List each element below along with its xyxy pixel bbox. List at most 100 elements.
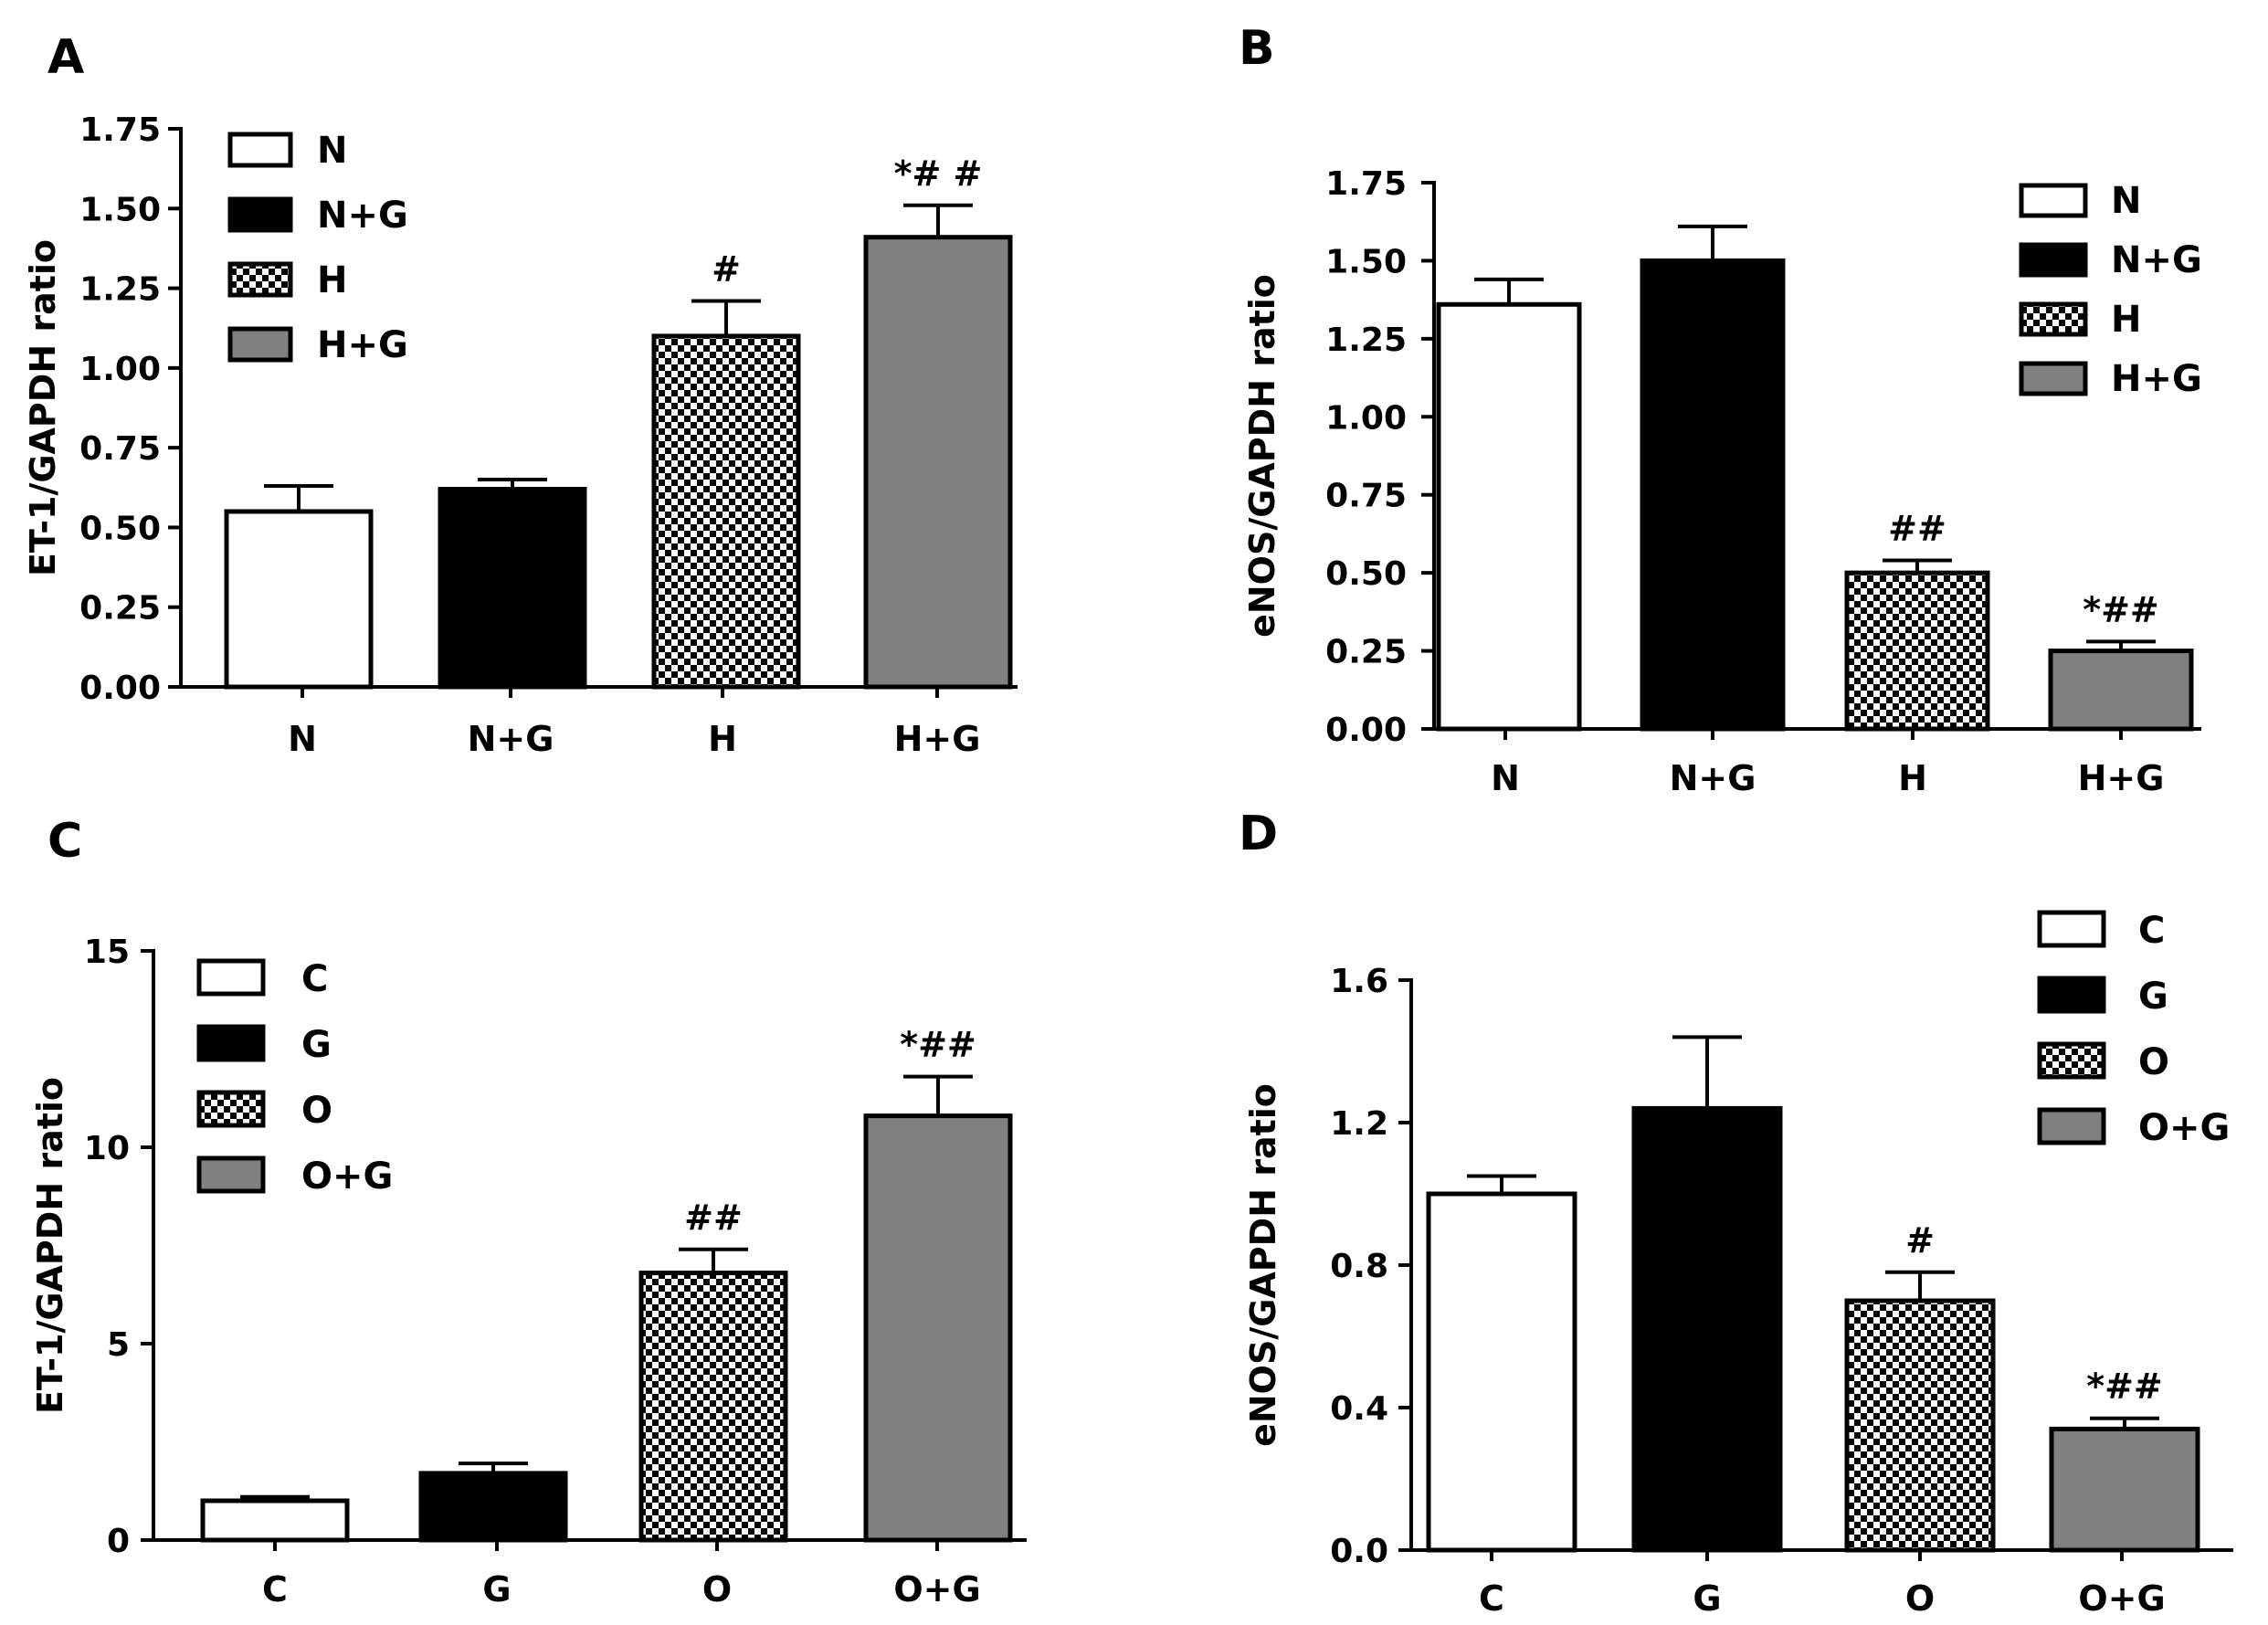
y-tick-label: 15: [84, 934, 130, 971]
significance-label: #: [1905, 1220, 1935, 1261]
y-tick-label: 0.8: [1330, 1248, 1388, 1285]
significance-label: #: [712, 249, 741, 290]
y-tick-label: 1.75: [79, 111, 161, 149]
y-tick-label: 0.00: [79, 670, 161, 707]
bar-h-plus-g: [863, 235, 1013, 690]
legend-swatch: [227, 132, 293, 168]
bar-o-plus-g: [863, 1113, 1013, 1543]
legend-swatch: [2037, 976, 2106, 1014]
panel-letter-C: C: [47, 814, 82, 869]
y-tick-label: 1.6: [1330, 963, 1388, 1000]
y-tick-label: 0.00: [1325, 712, 1407, 749]
bar-c: [200, 1498, 350, 1543]
legend-swatch: [2037, 910, 2106, 948]
y-tick-label: 1.25: [79, 271, 161, 309]
legend-label: O+G: [301, 1155, 393, 1198]
y-tick-label: 1.00: [79, 351, 161, 388]
y-tick-label: 0.75: [79, 430, 161, 468]
panel-letter-D: D: [1239, 807, 1278, 861]
y-tick-label: 0.4: [1330, 1390, 1388, 1428]
bar-o-plus-g: [2049, 1426, 2200, 1553]
legend-label: N+G: [2111, 239, 2202, 281]
y-tick-label: 0.25: [79, 590, 161, 628]
legend-swatch: [227, 196, 293, 233]
bar-h: [651, 333, 801, 690]
bar-n: [224, 509, 374, 690]
y-tick-label: 0: [107, 1523, 130, 1560]
y-axis-label: ET-1/GAPDH ratio: [30, 1077, 70, 1414]
x-tick-label: H: [1898, 758, 1927, 798]
significance-label: *# #: [894, 153, 983, 194]
significance-label: *##: [2083, 589, 2159, 629]
y-tick-label: 0.0: [1330, 1533, 1388, 1570]
bar-o: [638, 1271, 788, 1543]
y-axis-label: eNOS/GAPDH ratio: [1242, 274, 1282, 638]
legend-swatch: [2019, 361, 2088, 396]
y-tick-label: 0.50: [79, 510, 161, 547]
legend-swatch: [196, 1155, 266, 1194]
x-tick-label: H+G: [894, 719, 981, 759]
legend-label: H: [2111, 299, 2141, 341]
y-tick-label: 1.2: [1330, 1105, 1388, 1143]
bar-c: [1426, 1191, 1577, 1553]
y-tick-label: 5: [107, 1326, 130, 1364]
bar-g: [418, 1471, 568, 1543]
bar-g: [1631, 1105, 1783, 1553]
legend-label: N+G: [317, 195, 408, 237]
y-tick-label: 1.50: [79, 191, 161, 228]
bar-n: [1436, 301, 1582, 732]
legend-label: H+G: [317, 324, 408, 366]
x-tick-label: O+G: [893, 1569, 980, 1609]
significance-label: *##: [900, 1025, 976, 1065]
panel-letter-A: A: [47, 30, 84, 85]
significance-label: *##: [2086, 1366, 2163, 1407]
x-tick-label: N+G: [1670, 758, 1756, 798]
x-tick-label: N+G: [468, 719, 554, 759]
y-axis-label: ET-1/GAPDH ratio: [23, 239, 63, 576]
legend-label: N: [2111, 180, 2141, 222]
legend-swatch: [196, 1024, 266, 1062]
legend-swatch: [2019, 242, 2088, 278]
legend-label: O: [301, 1090, 332, 1132]
x-tick-label: N: [1491, 758, 1520, 798]
legend-swatch: [2019, 183, 2088, 218]
significance-label: ##: [1888, 508, 1946, 548]
bar-n-plus-g: [438, 487, 587, 690]
panel-letter-B: B: [1239, 21, 1275, 76]
legend-swatch: [2019, 301, 2088, 337]
x-tick-label: O+G: [2078, 1578, 2165, 1619]
bar-h: [1844, 570, 1990, 732]
significance-label: ##: [684, 1198, 743, 1238]
bar-h-plus-g: [2048, 649, 2194, 732]
legend-label: C: [301, 958, 328, 1000]
legend-label: O+G: [2138, 1107, 2230, 1149]
x-tick-label: C: [1479, 1578, 1504, 1619]
legend-swatch: [2037, 1041, 2106, 1080]
legend-label: H+G: [2111, 358, 2202, 400]
legend-label: C: [2138, 910, 2165, 952]
legend-label: G: [2138, 976, 2168, 1018]
legend-label: G: [301, 1024, 332, 1066]
y-tick-label: 0.25: [1325, 634, 1407, 671]
y-tick-label: 1.00: [1325, 399, 1407, 437]
x-tick-label: H: [708, 719, 737, 759]
legend-swatch: [227, 326, 293, 363]
y-tick-label: 1.50: [1325, 243, 1407, 280]
x-tick-label: N: [288, 719, 317, 759]
legend-label: O: [2138, 1041, 2169, 1083]
y-axis-label: eNOS/GAPDH ratio: [1243, 1083, 1283, 1447]
x-tick-label: H+G: [2078, 758, 2165, 798]
legend-swatch: [196, 1090, 266, 1128]
y-tick-label: 0.75: [1325, 478, 1407, 515]
y-tick-label: 0.50: [1325, 555, 1407, 593]
x-tick-label: O: [1905, 1578, 1935, 1619]
x-tick-label: O: [702, 1569, 732, 1609]
legend-swatch: [2037, 1107, 2106, 1145]
x-tick-label: G: [1693, 1578, 1721, 1619]
x-tick-label: C: [262, 1569, 288, 1609]
x-tick-label: G: [482, 1569, 511, 1609]
legend-label: N: [317, 130, 347, 172]
y-tick-label: 1.75: [1325, 165, 1407, 203]
legend-swatch: [196, 958, 266, 997]
